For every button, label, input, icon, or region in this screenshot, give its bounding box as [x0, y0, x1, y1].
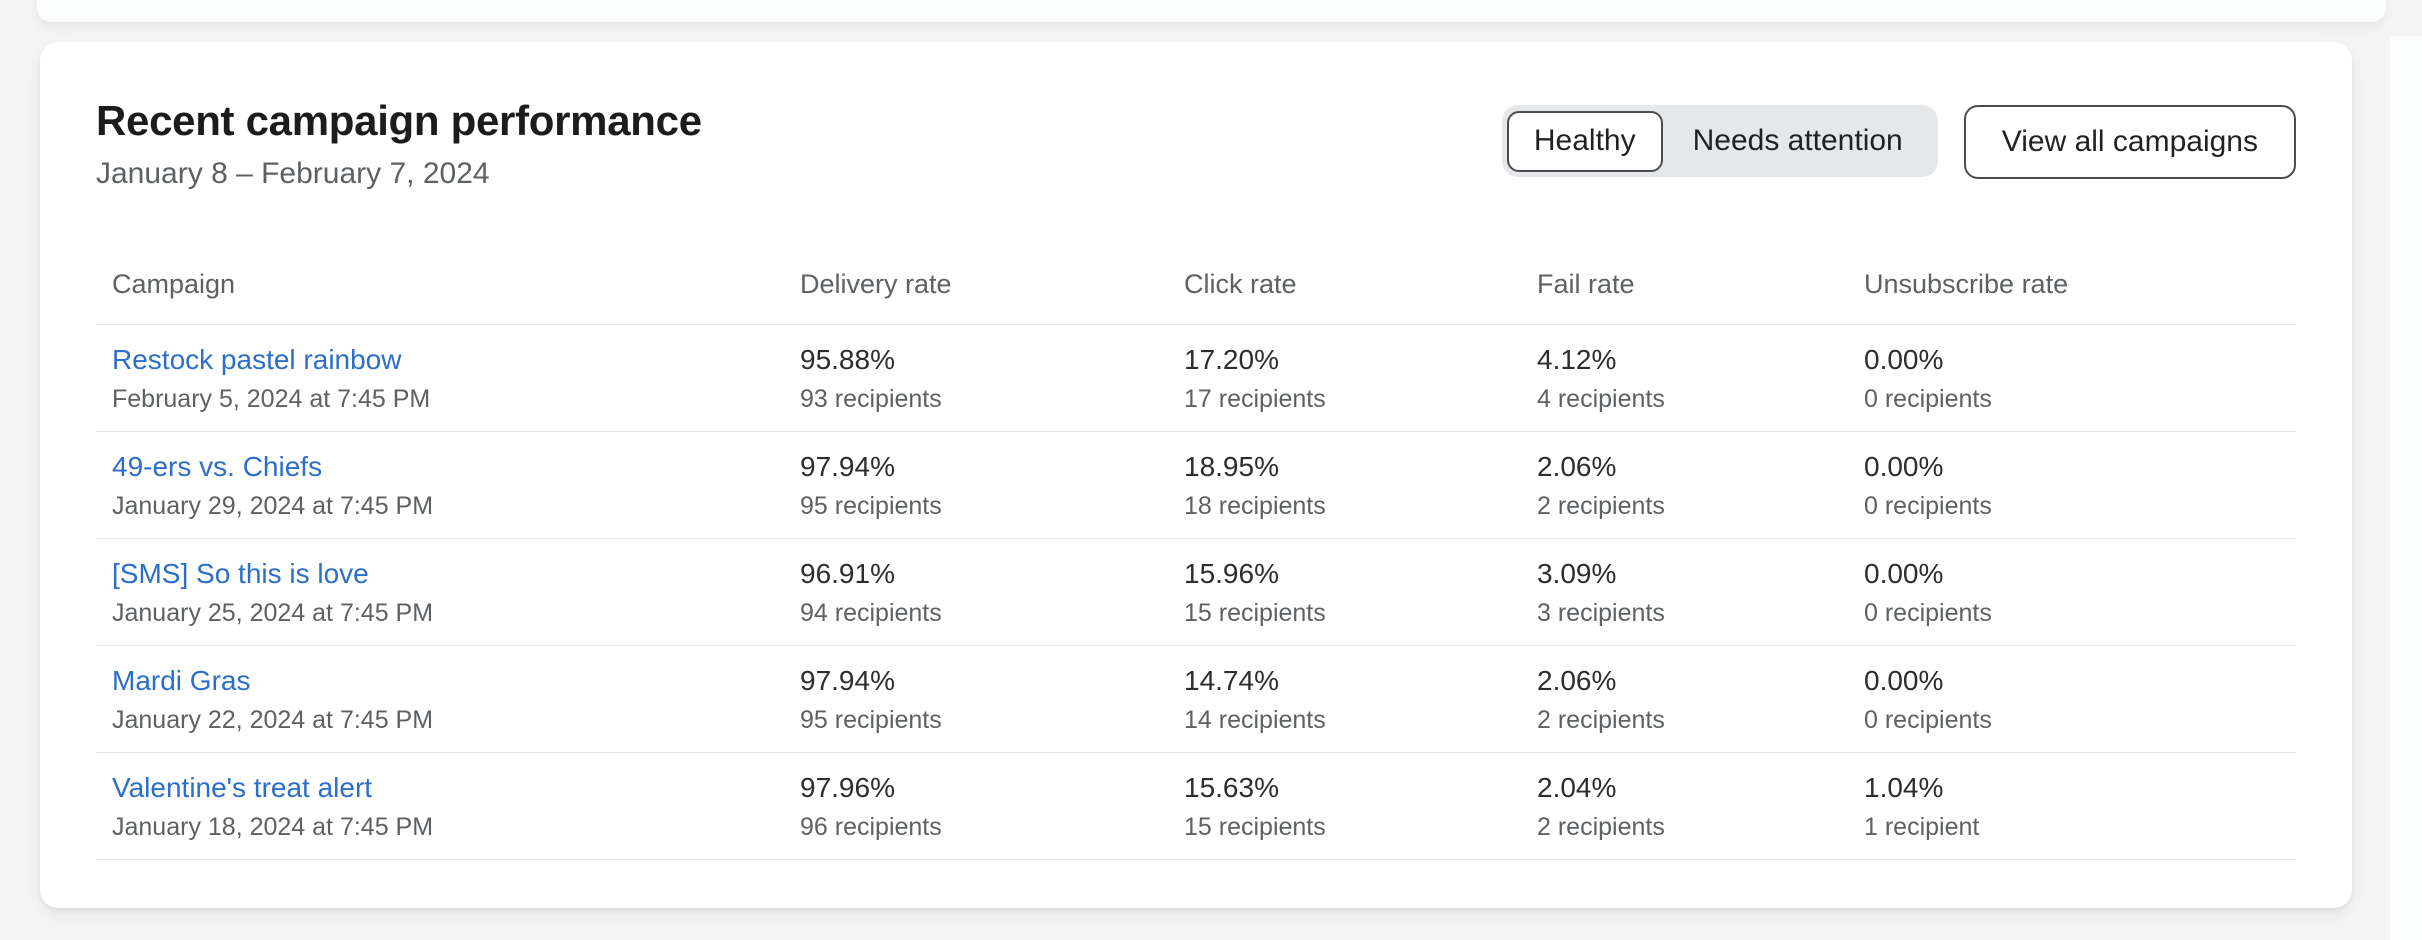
- campaign-sent-date: February 5, 2024 at 7:45 PM: [112, 385, 431, 413]
- campaign-sent-date: January 18, 2024 at 7:45 PM: [112, 813, 434, 841]
- delivery-recipients: 94 recipients: [800, 599, 942, 627]
- fail-recipients: 2 recipients: [1537, 706, 1665, 734]
- unsubscribe-rate-value: 0.00%: [1864, 344, 1944, 375]
- click-recipients: 15 recipients: [1184, 813, 1326, 841]
- fail-rate-value: 4.12%: [1537, 344, 1617, 375]
- unsubscribe-rate-value: 0.00%: [1864, 451, 1944, 482]
- click-recipients: 17 recipients: [1184, 385, 1326, 413]
- scrollbar-gutter[interactable]: [2390, 36, 2422, 940]
- unsubscribe-rate-value: 0.00%: [1864, 665, 1944, 696]
- click-rate-value: 15.96%: [1184, 558, 1279, 589]
- filter-healthy-button[interactable]: Healthy: [1506, 110, 1663, 172]
- fail-rate-value: 3.09%: [1537, 558, 1617, 589]
- delivery-recipients: 95 recipients: [800, 706, 942, 734]
- delivery-recipients: 95 recipients: [800, 492, 942, 520]
- campaign-link[interactable]: [SMS] So this is love: [112, 558, 369, 589]
- campaign-link[interactable]: Valentine's treat alert: [112, 772, 373, 803]
- click-rate-value: 15.63%: [1184, 772, 1279, 803]
- card-heading-block: Recent campaign performance January 8 – …: [96, 96, 702, 192]
- campaign-link[interactable]: Restock pastel rainbow: [112, 344, 402, 375]
- previous-card-bottom-edge: [37, 0, 2386, 22]
- table-row: Mardi Gras January 22, 2024 at 7:45 PM 9…: [96, 645, 2296, 753]
- click-rate-value: 18.95%: [1184, 451, 1279, 482]
- campaign-performance-card: Recent campaign performance January 8 – …: [40, 42, 2352, 908]
- view-all-campaigns-button[interactable]: View all campaigns: [1963, 105, 2296, 179]
- delivery-rate-value: 97.96%: [800, 772, 895, 803]
- table-row: Valentine's treat alert January 18, 2024…: [96, 752, 2296, 860]
- filter-needs-attention-button[interactable]: Needs attention: [1663, 110, 1933, 172]
- column-header-campaign: Campaign: [96, 254, 784, 325]
- campaign-sent-date: January 22, 2024 at 7:45 PM: [112, 706, 434, 734]
- delivery-recipients: 96 recipients: [800, 813, 942, 841]
- campaign-table-container: Campaign Delivery rate Click rate Fail r…: [40, 192, 2352, 860]
- status-filter-group: Healthy Needs attention: [1501, 105, 1938, 177]
- unsubscribe-recipients: 0 recipients: [1864, 492, 1992, 520]
- table-row: Restock pastel rainbow February 5, 2024 …: [96, 324, 2296, 432]
- fail-rate-value: 2.04%: [1537, 772, 1617, 803]
- column-header-click-rate: Click rate: [1168, 254, 1521, 325]
- unsubscribe-recipients: 0 recipients: [1864, 385, 1992, 413]
- campaign-table: Campaign Delivery rate Click rate Fail r…: [96, 254, 2296, 860]
- column-header-fail-rate: Fail rate: [1521, 254, 1848, 325]
- unsubscribe-recipients: 1 recipient: [1864, 813, 1980, 841]
- fail-recipients: 2 recipients: [1537, 492, 1665, 520]
- unsubscribe-recipients: 0 recipients: [1864, 706, 1992, 734]
- click-recipients: 15 recipients: [1184, 599, 1326, 627]
- column-header-unsubscribe-rate: Unsubscribe rate: [1848, 254, 2296, 325]
- column-header-delivery-rate: Delivery rate: [784, 254, 1168, 325]
- campaign-link[interactable]: Mardi Gras: [112, 665, 251, 696]
- delivery-rate-value: 95.88%: [800, 344, 895, 375]
- click-rate-value: 14.74%: [1184, 665, 1279, 696]
- campaign-sent-date: January 25, 2024 at 7:45 PM: [112, 599, 434, 627]
- delivery-rate-value: 97.94%: [800, 665, 895, 696]
- unsubscribe-rate-value: 0.00%: [1864, 558, 1944, 589]
- campaign-link[interactable]: 49-ers vs. Chiefs: [112, 451, 323, 482]
- delivery-rate-value: 97.94%: [800, 451, 895, 482]
- table-row: 49-ers vs. Chiefs January 29, 2024 at 7:…: [96, 431, 2296, 539]
- table-row: [SMS] So this is love January 25, 2024 a…: [96, 538, 2296, 646]
- card-header: Recent campaign performance January 8 – …: [40, 42, 2352, 192]
- fail-rate-value: 2.06%: [1537, 451, 1617, 482]
- click-recipients: 18 recipients: [1184, 492, 1326, 520]
- table-header-row: Campaign Delivery rate Click rate Fail r…: [96, 254, 2296, 325]
- unsubscribe-rate-value: 1.04%: [1864, 772, 1944, 803]
- fail-recipients: 2 recipients: [1537, 813, 1665, 841]
- fail-recipients: 4 recipients: [1537, 385, 1665, 413]
- card-controls: Healthy Needs attention View all campaig…: [1501, 105, 2296, 179]
- campaign-sent-date: January 29, 2024 at 7:45 PM: [112, 492, 434, 520]
- fail-rate-value: 2.06%: [1537, 665, 1617, 696]
- delivery-recipients: 93 recipients: [800, 385, 942, 413]
- unsubscribe-recipients: 0 recipients: [1864, 599, 1992, 627]
- click-rate-value: 17.20%: [1184, 344, 1279, 375]
- fail-recipients: 3 recipients: [1537, 599, 1665, 627]
- click-recipients: 14 recipients: [1184, 706, 1326, 734]
- card-title: Recent campaign performance: [96, 97, 702, 144]
- date-range: January 8 – February 7, 2024: [96, 157, 490, 190]
- delivery-rate-value: 96.91%: [800, 558, 895, 589]
